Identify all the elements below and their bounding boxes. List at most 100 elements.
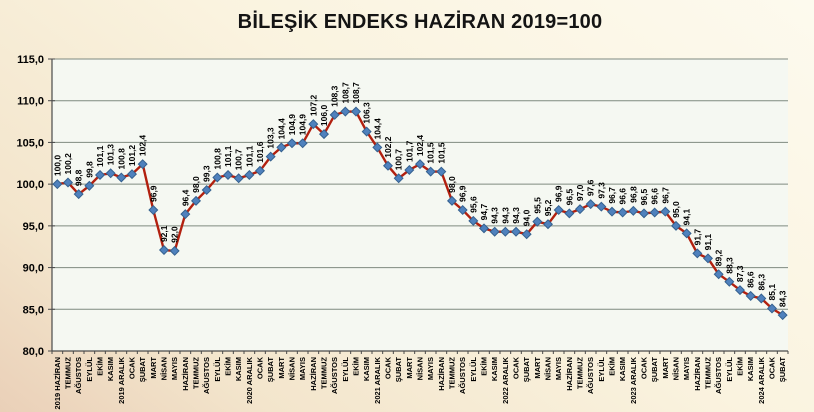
data-point-label: 100,7 bbox=[394, 149, 404, 171]
x-axis-tick-label: KASIM bbox=[490, 357, 499, 381]
data-point-label: 108,7 bbox=[340, 82, 350, 104]
data-point-marker bbox=[233, 173, 244, 184]
x-axis-tick-label: EKİM bbox=[736, 357, 745, 376]
data-point-marker bbox=[542, 219, 554, 230]
data-point-label: 104,4 bbox=[372, 118, 382, 140]
data-point-label: 102,4 bbox=[415, 135, 425, 157]
data-point-marker bbox=[318, 129, 330, 140]
data-point-marker bbox=[350, 106, 362, 117]
data-point-marker bbox=[574, 204, 586, 215]
data-point-marker bbox=[436, 166, 447, 177]
x-axis-tick-label: ŞUBAT bbox=[650, 357, 659, 383]
x-axis-tick-label: TEMMUZ bbox=[192, 357, 201, 389]
x-axis-tick-label: ŞUBAT bbox=[266, 357, 275, 383]
data-point-marker bbox=[745, 290, 756, 301]
x-axis-tick-label: TEMMUZ bbox=[64, 357, 73, 389]
x-axis-tick-label: HAZİRAN bbox=[309, 357, 318, 391]
x-axis-tick-label: ŞUBAT bbox=[778, 357, 787, 383]
data-point-marker bbox=[276, 142, 287, 153]
data-point-label: 98,8 bbox=[74, 169, 84, 186]
data-point-marker bbox=[180, 209, 191, 220]
x-axis-tick-label: AĞUSTOS bbox=[586, 357, 595, 394]
data-point-label: 96,7 bbox=[607, 187, 617, 204]
data-point-label: 96,8 bbox=[628, 186, 638, 203]
x-axis-tick-label: MART bbox=[149, 357, 158, 379]
data-point-label: 94,1 bbox=[682, 209, 692, 226]
data-point-marker bbox=[52, 179, 63, 190]
x-axis-tick-label: MART bbox=[277, 357, 286, 379]
x-axis-tick-label: 2019 HAZİRAN bbox=[53, 357, 62, 410]
data-point-label: 86,3 bbox=[756, 274, 766, 291]
data-point-label: 104,9 bbox=[287, 114, 297, 136]
data-point-marker bbox=[446, 195, 458, 206]
data-point-marker bbox=[148, 204, 159, 216]
data-point-label: 100,2 bbox=[63, 153, 73, 175]
data-point-marker bbox=[596, 201, 607, 212]
data-point-label: 87,3 bbox=[735, 265, 745, 282]
data-point-label: 96,7 bbox=[660, 187, 670, 204]
data-point-label: 106,0 bbox=[319, 105, 329, 127]
x-axis-tick-label: HAZİRAN bbox=[565, 357, 574, 391]
data-point-label: 100,8 bbox=[212, 148, 222, 170]
data-point-label: 101,6 bbox=[255, 141, 265, 163]
data-point-label: 92,1 bbox=[159, 225, 169, 242]
data-point-label: 100,0 bbox=[52, 155, 62, 177]
data-point-marker bbox=[382, 160, 394, 171]
x-axis-tick-label: EKİM bbox=[96, 357, 105, 376]
y-axis-tick-label: 85,0 bbox=[23, 304, 44, 316]
y-axis-tick-label: 110,0 bbox=[17, 96, 44, 108]
data-point-marker bbox=[532, 216, 543, 227]
data-point-marker bbox=[265, 151, 276, 162]
data-point-marker bbox=[606, 206, 618, 217]
data-point-marker bbox=[158, 245, 170, 256]
x-axis-tick-label: MART bbox=[405, 357, 414, 379]
data-point-marker bbox=[73, 189, 84, 200]
data-point-label: 102,4 bbox=[138, 135, 148, 157]
data-point-label: 96,9 bbox=[148, 185, 158, 202]
x-axis-tick-label: EYLÜL bbox=[213, 357, 222, 382]
x-axis-tick-label: ŞUBAT bbox=[394, 357, 403, 383]
x-axis-tick-label: 2021 ARALIK bbox=[373, 356, 382, 403]
x-axis-tick-label: EYLÜL bbox=[725, 357, 734, 382]
data-point-marker bbox=[585, 199, 596, 210]
data-point-marker bbox=[105, 168, 116, 179]
x-axis-tick-label: NİSAN bbox=[160, 357, 169, 380]
data-point-label: 97,3 bbox=[596, 182, 606, 199]
data-point-marker bbox=[222, 169, 234, 180]
x-axis-tick-label: KASIM bbox=[746, 357, 755, 381]
data-point-marker bbox=[244, 169, 255, 180]
x-axis-tick-label: MAYIS bbox=[170, 357, 179, 380]
x-axis-tick-label: MART bbox=[661, 357, 670, 379]
data-point-label: 101,1 bbox=[244, 145, 254, 167]
data-point-label: 94,0 bbox=[522, 209, 532, 226]
plot-area bbox=[52, 59, 788, 351]
data-point-marker bbox=[297, 138, 308, 149]
x-axis-tick-label: KASIM bbox=[618, 357, 627, 381]
data-point-label: 101,1 bbox=[95, 145, 105, 167]
data-point-label: 100,7 bbox=[234, 149, 244, 171]
x-axis-tick-label: EKİM bbox=[608, 357, 617, 376]
x-axis-tick-label: 2020 ARALIK bbox=[245, 356, 254, 403]
x-axis-tick-label: MAYIS bbox=[426, 357, 435, 380]
data-point-label: 86,6 bbox=[746, 271, 756, 288]
x-axis-tick-label: EYLÜL bbox=[597, 357, 606, 382]
data-point-marker bbox=[414, 159, 426, 170]
data-point-marker bbox=[489, 226, 500, 237]
data-point-marker bbox=[468, 215, 479, 226]
data-point-marker bbox=[628, 205, 639, 216]
data-point-label: 101,5 bbox=[426, 142, 436, 164]
data-point-marker bbox=[670, 220, 682, 231]
data-point-label: 92,0 bbox=[170, 226, 180, 243]
data-point-marker bbox=[457, 204, 468, 216]
data-point-marker bbox=[361, 126, 372, 137]
data-point-marker bbox=[766, 303, 778, 314]
data-point-label: 101,7 bbox=[404, 140, 414, 162]
data-point-label: 101,2 bbox=[127, 145, 137, 167]
data-point-marker bbox=[137, 159, 148, 170]
data-point-marker bbox=[404, 164, 415, 175]
data-point-label: 108,7 bbox=[351, 82, 361, 104]
x-axis-tick-label: NİSAN bbox=[288, 357, 297, 380]
data-point-label: 106,3 bbox=[362, 102, 372, 124]
data-point-marker bbox=[190, 195, 202, 206]
